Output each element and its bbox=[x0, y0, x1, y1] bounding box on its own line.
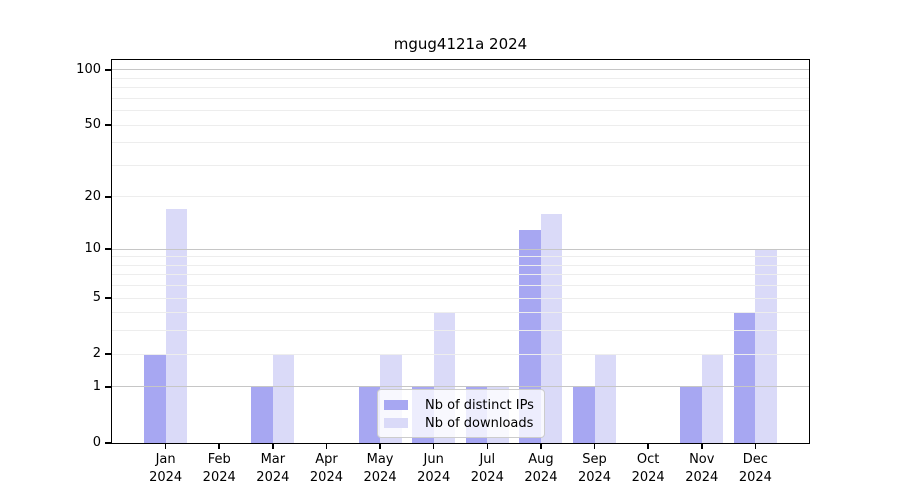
y-tick-mark bbox=[105, 69, 111, 71]
chart-title: mgug4121a 2024 bbox=[393, 35, 528, 53]
bar-ips-nov bbox=[680, 386, 702, 443]
major-gridline bbox=[112, 248, 809, 250]
x-tick-label-apr: Apr 2024 bbox=[309, 452, 343, 485]
x-tick-mark bbox=[593, 444, 596, 449]
minor-gridline bbox=[112, 330, 809, 332]
minor-gridline bbox=[112, 87, 809, 89]
y-tick-mark bbox=[105, 442, 111, 444]
minor-gridline bbox=[112, 142, 809, 144]
legend-label-downloads: Nb of downloads bbox=[425, 415, 534, 431]
bar-ips-sep bbox=[573, 386, 595, 443]
minor-gridline bbox=[112, 110, 809, 112]
y-tick-mark bbox=[105, 248, 111, 250]
bar-ips-jan bbox=[144, 354, 166, 443]
bar-ips-mar bbox=[251, 386, 273, 443]
minor-gridline bbox=[112, 196, 809, 198]
x-tick-mark bbox=[432, 444, 435, 449]
y-tick-mark bbox=[105, 124, 111, 126]
y-tick-label: 10 bbox=[84, 241, 101, 257]
x-tick-mark bbox=[218, 444, 220, 449]
plot-area bbox=[112, 60, 809, 443]
x-tick-label-nov: Nov 2024 bbox=[685, 452, 719, 485]
legend-swatch-downloads-icon bbox=[384, 417, 408, 429]
y-tick-label: 5 bbox=[92, 290, 101, 306]
minor-gridline bbox=[112, 164, 809, 166]
bar-ips-may bbox=[358, 386, 381, 443]
y-tick-mark bbox=[105, 386, 111, 388]
x-tick-mark bbox=[486, 444, 489, 449]
x-tick-label-oct: Oct 2024 bbox=[631, 452, 665, 485]
minor-gridline bbox=[112, 77, 809, 79]
minor-gridline bbox=[112, 124, 809, 126]
x-tick-label-sep: Sep 2024 bbox=[577, 452, 612, 485]
x-tick-label-dec: Dec 2024 bbox=[738, 452, 772, 485]
minor-gridline bbox=[112, 274, 809, 276]
x-tick-mark bbox=[379, 444, 381, 449]
x-tick-label-mar: Mar 2024 bbox=[256, 452, 290, 485]
legend-item-downloads: Nb of downloads bbox=[384, 414, 536, 432]
x-tick-mark bbox=[325, 444, 328, 449]
major-gridline bbox=[112, 69, 809, 71]
legend: Nb of distinct IPs Nb of downloads bbox=[377, 389, 545, 438]
x-tick-mark bbox=[701, 444, 703, 449]
minor-gridline bbox=[112, 264, 809, 266]
y-tick-label: 100 bbox=[76, 61, 101, 77]
major-gridline bbox=[112, 386, 809, 388]
x-tick-label-jun: Jun 2024 bbox=[417, 452, 451, 485]
minor-gridline bbox=[112, 312, 809, 314]
x-tick-label-feb: Feb 2024 bbox=[202, 452, 236, 485]
bar-downloads-mar bbox=[272, 354, 295, 443]
y-tick-label: 1 bbox=[92, 378, 101, 394]
bar-downloads-sep bbox=[594, 354, 617, 443]
y-tick-label: 50 bbox=[84, 117, 101, 133]
x-tick-mark bbox=[647, 444, 649, 449]
legend-label-distinct-ips: Nb of distinct IPs bbox=[425, 397, 534, 413]
x-tick-label-jul: Jul 2024 bbox=[470, 452, 504, 485]
x-tick-mark bbox=[540, 444, 542, 449]
bar-downloads-nov bbox=[701, 354, 724, 443]
x-tick-label-aug: Aug 2024 bbox=[524, 452, 558, 485]
y-tick-label: 2 bbox=[92, 346, 101, 362]
bar-ips-dec bbox=[733, 312, 756, 443]
y-tick-label: 0 bbox=[92, 435, 101, 450]
y-tick-mark bbox=[105, 353, 111, 355]
legend-swatch-distinct-ips-icon bbox=[384, 399, 408, 411]
minor-gridline bbox=[112, 285, 809, 287]
x-tick-label-jan: Jan 2024 bbox=[149, 452, 183, 485]
x-tick-mark bbox=[754, 444, 757, 449]
x-tick-label-may: May 2024 bbox=[363, 452, 397, 485]
minor-gridline bbox=[112, 97, 809, 99]
y-tick-mark bbox=[105, 196, 111, 198]
minor-gridline bbox=[112, 353, 809, 355]
bar-downloads-dec bbox=[755, 249, 777, 443]
y-tick-label: 20 bbox=[84, 188, 101, 204]
x-tick-mark bbox=[164, 444, 167, 449]
bar-downloads-jan bbox=[165, 209, 188, 443]
minor-gridline bbox=[112, 297, 809, 299]
y-tick-mark bbox=[105, 297, 111, 299]
bar-downloads-aug bbox=[540, 214, 563, 443]
legend-item-distinct-ips: Nb of distinct IPs bbox=[384, 396, 536, 414]
minor-gridline bbox=[112, 256, 809, 258]
x-tick-mark bbox=[272, 444, 274, 449]
